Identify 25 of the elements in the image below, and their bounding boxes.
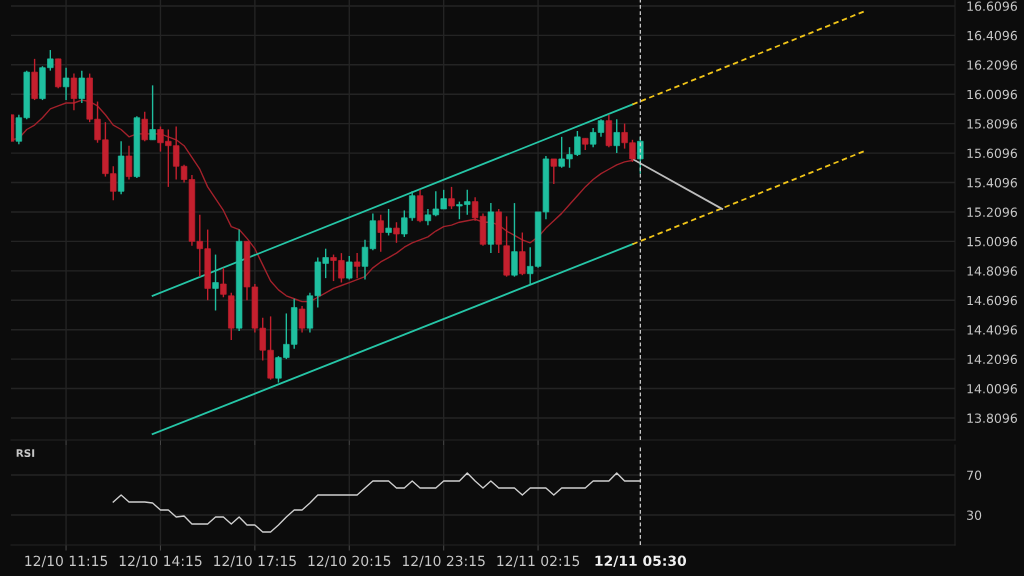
y-tick-label: 14.0096 <box>967 384 1018 394</box>
y-tick-label: 13.8096 <box>967 413 1018 423</box>
y-tick-label: 16.0096 <box>967 89 1018 100</box>
y-tick-label: 14.2096 <box>967 354 1018 365</box>
y-tick-label: 16.6096 <box>967 1 1018 11</box>
y-tick-label: 15.6096 <box>967 148 1018 159</box>
chart-title: RSI <box>16 449 35 458</box>
y-tick-label: 70 <box>967 470 982 480</box>
y-tick-label: 16.2096 <box>967 60 1018 70</box>
y-tick-label: 15.2096 <box>967 207 1018 217</box>
y-tick-label: 14.4096 <box>967 325 1018 335</box>
y-tick-label: 15.4096 <box>967 178 1018 188</box>
x-tick-label: 12/10 11:15 <box>25 555 108 568</box>
y-tick-label: 30 <box>967 510 982 520</box>
x-tick-label: 12/10 14:15 <box>119 555 202 568</box>
ref-line-label: 12/11 05:30 <box>595 555 687 568</box>
y-tick-label: 16.4096 <box>967 30 1018 41</box>
x-tick-label: 12/10 20:15 <box>308 555 391 568</box>
x-tick-label: 12/11 02:15 <box>497 555 580 568</box>
y-tick-label: 15.8096 <box>967 119 1018 129</box>
x-tick-label: 12/10 17:15 <box>214 555 296 568</box>
x-tick-label: 12/10 23:15 <box>402 555 485 568</box>
y-tick-label: 14.6096 <box>967 295 1018 306</box>
y-tick-label: 14.8096 <box>967 266 1018 276</box>
y-tick-label: 15.0096 <box>967 236 1018 247</box>
